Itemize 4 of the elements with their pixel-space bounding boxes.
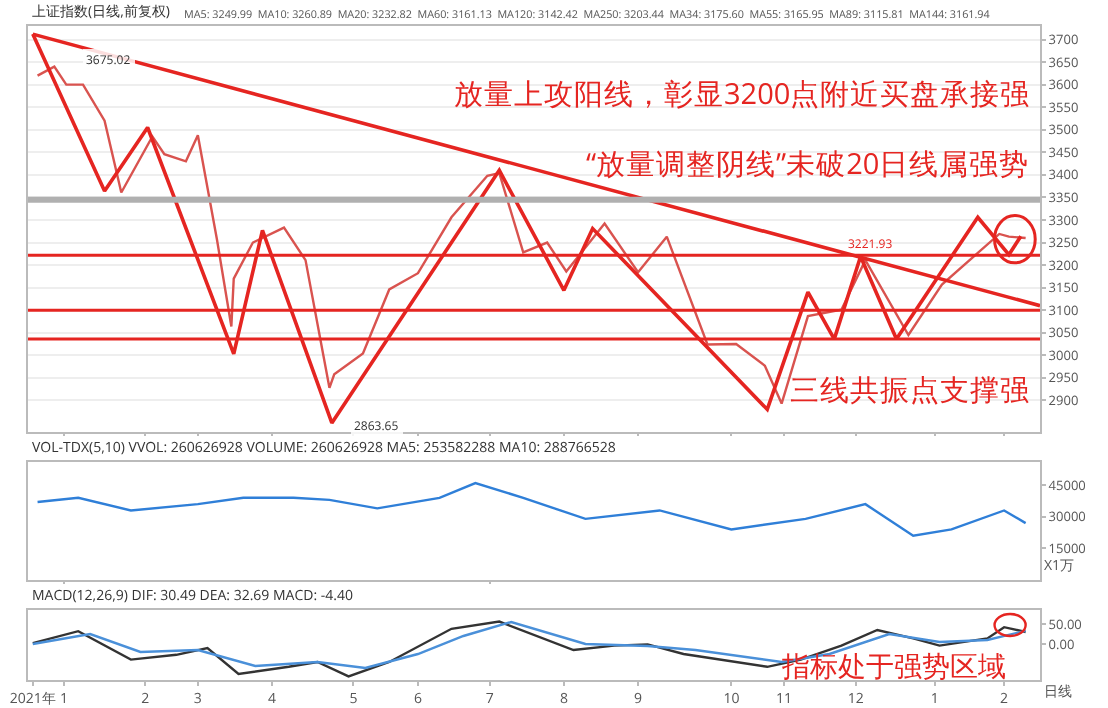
annotation: 指标处于强势区域 bbox=[780, 648, 1006, 686]
annotation: 三线共振点支撑强 bbox=[790, 372, 1030, 410]
annotation: 放量上攻阳线，彰显3200点附近买盘承接强 bbox=[454, 76, 1031, 114]
annotation: “放量调整阴线”未破20日线属强势 bbox=[586, 146, 1030, 184]
